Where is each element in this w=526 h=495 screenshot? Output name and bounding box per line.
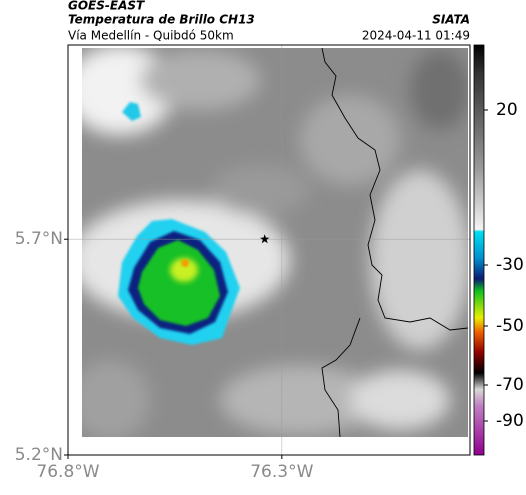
imagery — [82, 48, 468, 437]
route: Vía Medellín - Quibdó 50km — [68, 29, 234, 43]
y-tick-label: 5.2°N — [15, 445, 63, 465]
colorbar — [473, 44, 485, 456]
colorbar-tick-label: -30 — [496, 255, 524, 275]
product: Temperatura de Brillo CH13 — [68, 13, 255, 27]
agency: SIATA — [432, 13, 470, 27]
x-tick-label: 76.8°W — [36, 462, 99, 482]
colorbar-tick-label: -50 — [496, 316, 524, 336]
graticule — [64, 45, 470, 459]
map — [64, 44, 471, 459]
map-frame — [67, 44, 471, 456]
source: GOES-EAST — [68, 0, 145, 13]
colorbar-tick-label: -90 — [496, 411, 524, 431]
x-tick-label: 76.3°W — [250, 462, 313, 482]
location-marker — [260, 234, 270, 244]
datetime: 2024-04-11 01:49 — [362, 29, 470, 43]
colorbar-tick-label: -70 — [496, 375, 524, 395]
colorbar-tick-label: 20 — [496, 100, 518, 120]
y-tick-label: 5.7°N — [15, 229, 63, 249]
